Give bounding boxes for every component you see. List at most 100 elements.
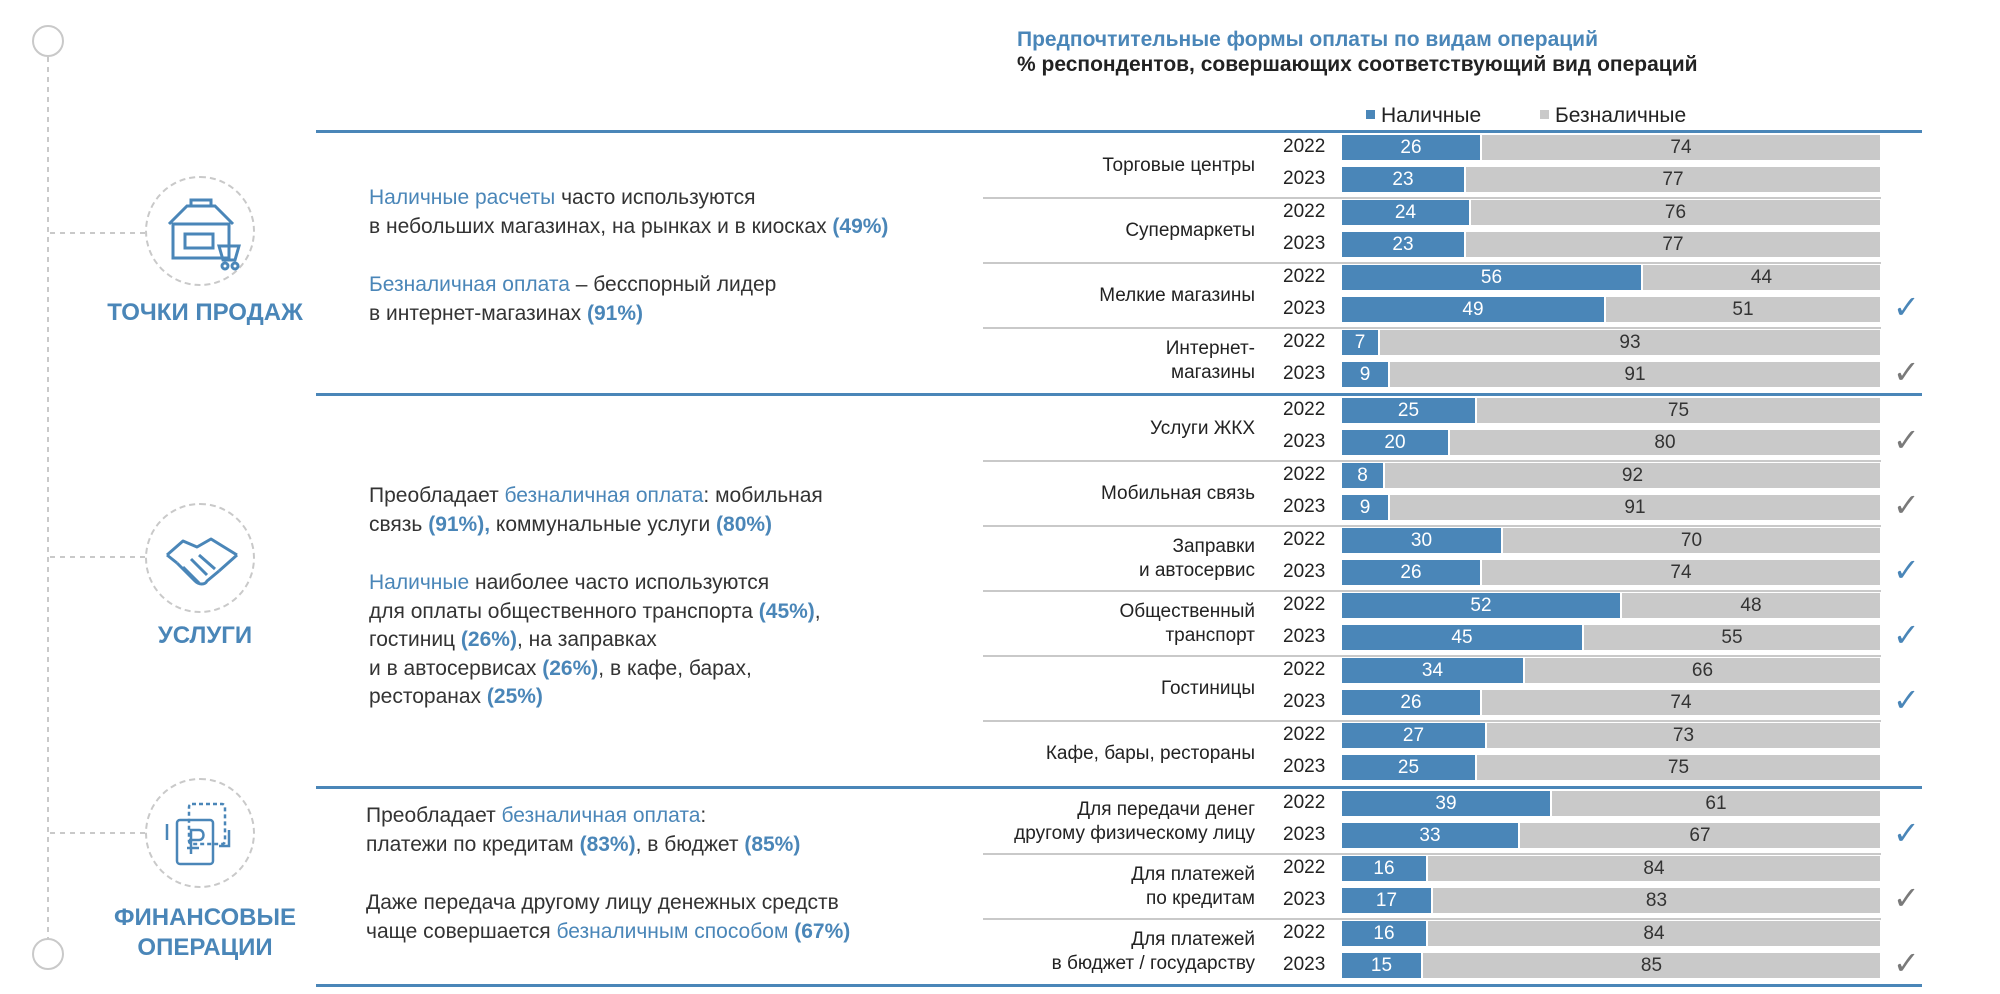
description-text: наиболее часто используются [469,571,770,594]
description-text: чаще совершается [366,919,557,943]
bar-cash: 27 [1342,723,1485,748]
section-description-retail: Наличные расчеты часто используются в неб… [369,184,888,328]
year-label: 2023 [1283,496,1326,517]
year-label: 2023 [1283,889,1326,910]
description-line: Преобладает безналичная оплата: мобильна… [369,482,823,511]
year-label: 2023 [1283,954,1326,975]
category-label-line: другому физическому лицу [1014,823,1255,844]
description-line: связь (91%), коммунальные услуги (80%) [369,511,823,540]
description-line: Безналичная оплата – бесспорный лидер [369,271,888,300]
bar-cash: 26 [1342,560,1480,585]
bar-card: 61 [1552,791,1880,816]
bar-cash: 30 [1342,528,1501,553]
category-label: Мелкие магазины [985,284,1255,308]
description-highlight: (45%) [758,599,815,623]
description-highlight: Безналичная оплата [369,273,570,296]
year-label: 2022 [1283,594,1326,615]
description-text: Преобладает [369,484,505,507]
year-label: 2023 [1283,691,1326,712]
year-label: 2023 [1283,233,1326,254]
category-label-line: Супермаркеты [1125,220,1255,241]
category-label-line: Для передачи денег [1077,799,1255,820]
category-divider [983,327,1881,329]
timeline-top-node [32,25,64,57]
bar-card: 67 [1520,823,1880,848]
description-highlight: (83%) [579,832,636,856]
section-description-finance: Преобладает безналичная оплата: платежи п… [366,802,850,946]
bar-card: 48 [1622,593,1880,618]
bar-card: 92 [1385,463,1880,488]
bar-card: 91 [1390,495,1880,520]
category-label-line: Для платежей [1131,864,1255,885]
bar-card: 75 [1477,398,1880,423]
bar-card: 44 [1643,265,1880,290]
description-highlight: Наличные [369,571,470,594]
description-text: платежи по кредитам [366,832,580,856]
year-label: 2022 [1283,922,1326,943]
year-label: 2022 [1283,724,1326,745]
section-title-finance: ФИНАНСОВЫЕ ОПЕРАЦИИ [114,904,296,961]
timeline-bottom-node [32,938,64,970]
category-label-line: Для платежей [1131,929,1255,950]
legend-swatch-cash [1366,109,1375,119]
category-divider [983,655,1881,657]
bar-cash: 16 [1342,921,1426,946]
bar-cash: 25 [1342,755,1475,780]
bar-card: 84 [1428,921,1880,946]
check-icon: ✓ [1893,815,1920,851]
category-label-line: Торговые центры [1102,155,1255,176]
category-label: Для платежей в бюджет / государству [985,928,1255,976]
bar-card: 77 [1466,232,1880,257]
description-text: Даже передача другому лицу денежных сред… [366,891,839,914]
bar-card: 77 [1466,167,1880,192]
category-label: Торговые центры [985,154,1255,178]
check-icon: ✓ [1893,682,1920,718]
description-highlight: (25%) [486,685,543,708]
description-highlight: (26%) [460,628,517,651]
bar-cash: 15 [1342,953,1421,978]
category-label-line: и автосервис [1138,560,1255,581]
legend-label-card: Безналичные [1555,104,1687,127]
bar-cash: 9 [1342,362,1388,387]
category-label-line: в бюджет / государству [1051,953,1255,974]
handshake-icon [145,503,255,613]
bar-card: 83 [1433,888,1880,913]
description-text: , [814,599,821,623]
description-highlight: безналичная оплата [501,804,701,827]
bar-card: 66 [1525,658,1880,683]
category-label-line: магазины [1171,362,1255,383]
category-label: Супермаркеты [985,219,1255,243]
bar-cash: 56 [1342,265,1641,290]
bar-cash: 24 [1342,200,1469,225]
description-line: для оплаты общественного транспорта (45%… [369,598,823,627]
category-label-line: по кредитам [1146,888,1255,909]
legend-label-cash: Наличные [1381,104,1482,127]
category-label: Для передачи денег другому физическому ли… [985,798,1255,846]
bar-cash: 25 [1342,398,1475,423]
category-label: Услуги ЖКХ [985,417,1255,441]
description-highlight: Наличные расчеты [369,186,556,209]
bar-card: 85 [1423,953,1880,978]
description-text: Преобладает [366,804,502,827]
category-label: Для платежей по кредитам [985,863,1255,911]
chart-title: Предпочтительные формы оплаты по видам о… [1017,28,1598,51]
year-label: 2023 [1283,363,1326,384]
description-text: связь [369,512,429,536]
year-label: 2023 [1283,824,1326,845]
description-line: ресторанах (25%) [369,683,823,712]
description-highlight: (67%) [794,919,851,943]
year-label: 2023 [1283,298,1326,319]
check-icon: ✓ [1893,552,1920,588]
year-label: 2022 [1283,331,1326,352]
description-highlight: (85%) [744,832,801,856]
bar-card: 55 [1584,625,1880,650]
description-line: Наличные расчеты часто используются [369,184,888,213]
legend-swatch-card [1540,109,1549,119]
category-label-line: Интернет- [1165,338,1255,359]
year-label: 2023 [1283,168,1326,189]
bar-card: 70 [1503,528,1880,553]
bar-cash: 23 [1342,167,1464,192]
bar-card: 93 [1380,330,1880,355]
timeline-decoration [32,25,145,970]
description-gap [369,241,888,271]
